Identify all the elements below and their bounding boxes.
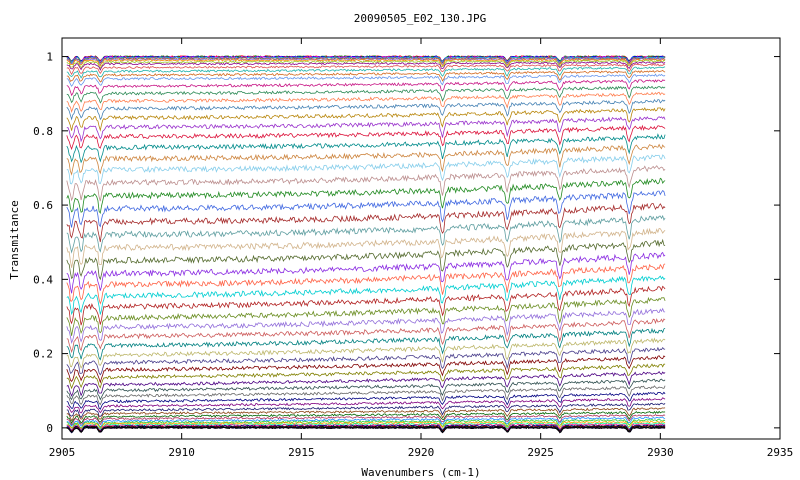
x-tick-label: 2915 xyxy=(288,446,315,459)
series-line-19 xyxy=(66,107,666,132)
series-line-30 xyxy=(66,227,666,268)
series-line-25 xyxy=(66,165,666,202)
x-tick-label: 2920 xyxy=(408,446,435,459)
series-line-17 xyxy=(66,91,666,114)
series-line-37 xyxy=(66,307,666,344)
chart-title: 20090505_E02_130.JPG xyxy=(354,12,486,25)
x-tick-label: 2925 xyxy=(527,446,554,459)
series-line-32 xyxy=(66,251,666,294)
series-line-45 xyxy=(66,378,666,401)
series-line-42 xyxy=(66,355,666,384)
x-tick-label: 2910 xyxy=(168,446,195,459)
series-line-51 xyxy=(66,410,666,425)
series-line-53 xyxy=(66,416,666,428)
series-line-38 xyxy=(66,318,666,354)
series-line-26 xyxy=(66,177,666,215)
series-layer xyxy=(66,55,666,434)
series-line-9 xyxy=(66,59,666,69)
series-line-31 xyxy=(66,238,666,281)
series-line-43 xyxy=(66,363,666,390)
series-line-40 xyxy=(66,337,666,369)
series-line-34 xyxy=(66,275,666,316)
series-line-36 xyxy=(66,296,666,336)
series-line-24 xyxy=(66,154,666,185)
series-line-10 xyxy=(66,61,666,71)
tick-layer: 2905 2910 2915 2920 2925 2930 2935 0 0.2 0.4 0.6 0.… xyxy=(33,38,793,459)
y-tick-label: 0.8 xyxy=(33,125,53,138)
y-tick-label: 0 xyxy=(46,422,53,435)
series-line-22 xyxy=(66,133,666,164)
x-axis-label: Wavenumbers (cm-1) xyxy=(361,466,480,479)
series-line-5 xyxy=(66,56,666,64)
series-line-54 xyxy=(66,418,666,429)
series-line-41 xyxy=(66,346,666,376)
series-line-16 xyxy=(66,85,666,104)
series-line-29 xyxy=(66,214,666,254)
series-line-33 xyxy=(66,263,666,305)
series-line-46 xyxy=(66,385,666,406)
series-line-18 xyxy=(66,99,666,121)
x-tick-label: 2930 xyxy=(647,446,674,459)
y-tick-label: 0.6 xyxy=(33,199,53,212)
series-line-11 xyxy=(66,63,666,76)
y-tick-label: 1 xyxy=(46,51,53,64)
x-tick-label: 2935 xyxy=(767,446,794,459)
series-line-49 xyxy=(66,402,666,419)
series-line-50 xyxy=(66,407,666,422)
series-line-35 xyxy=(66,285,666,326)
y-axis-label: Transmitance xyxy=(8,200,21,279)
y-tick-label: 0.4 xyxy=(33,273,53,286)
y-tick-label: 0.2 xyxy=(33,348,53,361)
series-line-44 xyxy=(66,371,666,397)
series-line-23 xyxy=(66,143,666,176)
series-line-47 xyxy=(66,391,666,410)
x-tick-label: 2905 xyxy=(49,446,76,459)
series-line-39 xyxy=(66,327,666,361)
series-line-52 xyxy=(66,413,666,426)
series-line-15 xyxy=(66,79,666,97)
series-line-64 xyxy=(66,426,666,434)
series-line-21 xyxy=(66,124,666,151)
series-line-6 xyxy=(66,57,666,65)
series-line-14 xyxy=(66,73,666,87)
series-line-27 xyxy=(66,190,666,228)
series-line-48 xyxy=(66,397,666,414)
series-line-20 xyxy=(66,116,666,143)
series-line-13 xyxy=(66,70,666,83)
series-line-28 xyxy=(66,202,666,243)
series-line-55 xyxy=(66,420,666,430)
series-line-12 xyxy=(66,66,666,79)
